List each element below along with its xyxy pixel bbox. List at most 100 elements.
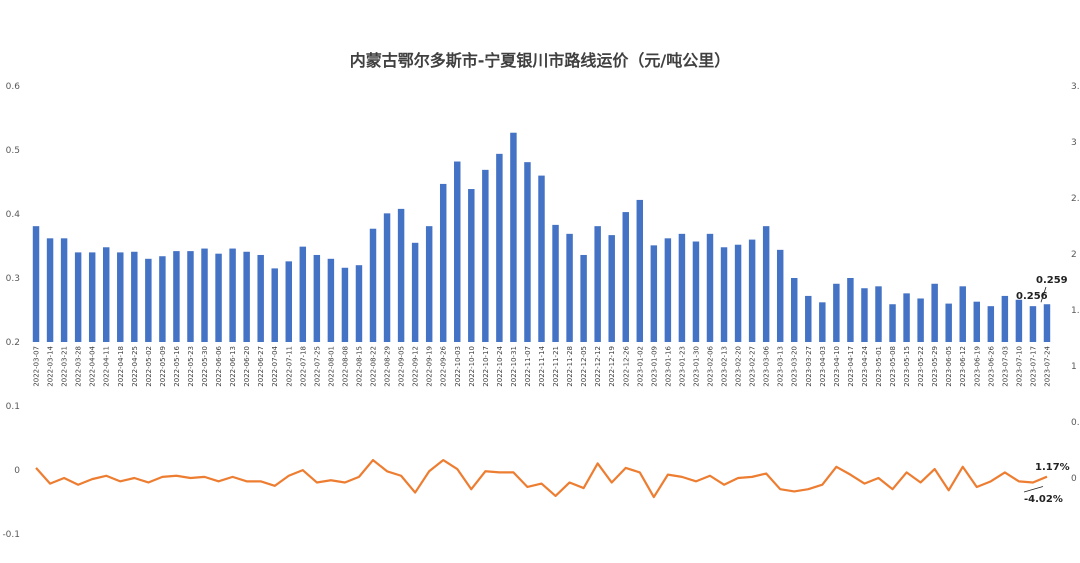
bar bbox=[622, 212, 629, 342]
x-axis-tick-label: 2023-04-03 bbox=[819, 346, 827, 387]
x-axis-tick-label: 2023-07-03 bbox=[1001, 346, 1009, 387]
annotation-leader-line bbox=[1023, 486, 1044, 493]
x-axis-tick-label: 2022-08-29 bbox=[384, 346, 392, 387]
bar bbox=[945, 303, 952, 342]
x-axis-tick-label: 2023-04-10 bbox=[833, 346, 841, 387]
right-axis-tick-label: 2 bbox=[1071, 250, 1077, 260]
x-axis-tick-label: 2022-06-06 bbox=[215, 345, 223, 386]
x-axis-tick-label: 2022-10-24 bbox=[496, 345, 504, 386]
bar bbox=[327, 258, 335, 342]
x-axis-tick-label: 2023-02-06 bbox=[706, 345, 714, 386]
bar bbox=[439, 183, 447, 342]
x-axis-tick-label: 2022-05-16 bbox=[173, 345, 181, 386]
bar bbox=[875, 286, 882, 342]
chart-title: 内蒙古鄂尔多斯市-宁夏银川市路线运价（元/吨公里） bbox=[350, 51, 731, 70]
x-axis-tick-label: 2022-07-04 bbox=[271, 345, 279, 386]
left-axis-tick-label: -0.1 bbox=[2, 530, 20, 540]
bar bbox=[580, 254, 587, 342]
bar bbox=[692, 241, 700, 342]
bar bbox=[88, 252, 96, 342]
bar bbox=[411, 242, 419, 342]
bar bbox=[959, 286, 966, 342]
bar bbox=[720, 247, 728, 342]
bar bbox=[285, 261, 292, 342]
right-axis-tick-label: 1.5 bbox=[1071, 306, 1080, 316]
x-axis-tick-label: 2022-04-18 bbox=[117, 346, 125, 387]
line-series bbox=[35, 458, 1048, 499]
x-axis-tick-label: 2023-01-09 bbox=[650, 346, 658, 387]
left-axis-tick-label: 0.1 bbox=[6, 402, 20, 412]
right-axis-tick-label: 3.5 bbox=[1071, 82, 1080, 92]
bar bbox=[454, 161, 461, 342]
right-axis-tick-label: 1 bbox=[1071, 362, 1077, 372]
x-axis-tick-label: 2023-03-13 bbox=[777, 346, 785, 387]
x-axis-tick-label: 2022-12-12 bbox=[594, 346, 602, 387]
left-axis-tick-label: 0.4 bbox=[6, 210, 21, 220]
x-axis-tick-label: 2023-06-26 bbox=[987, 345, 995, 386]
x-axis-tick-label: 2023-04-17 bbox=[847, 346, 855, 387]
bar bbox=[46, 238, 54, 342]
x-axis-tick-label: 2023-03-06 bbox=[763, 345, 771, 386]
x-axis-tick-label: 2022-09-26 bbox=[440, 345, 448, 386]
x-axis-tick-label: 2022-04-04 bbox=[89, 345, 97, 386]
x-axis-tick-label: 2023-01-23 bbox=[678, 346, 686, 387]
bar bbox=[187, 251, 194, 342]
bar bbox=[889, 304, 896, 342]
left-axis-tick-label: 0.3 bbox=[6, 274, 20, 284]
right-axis-tick-label: 3 bbox=[1071, 138, 1077, 148]
x-axis-tick-label: 2023-07-17 bbox=[1029, 346, 1037, 387]
bar bbox=[1015, 299, 1023, 342]
bar bbox=[496, 153, 503, 342]
bar bbox=[636, 199, 644, 342]
bar bbox=[706, 233, 714, 342]
bar bbox=[117, 252, 124, 342]
x-axis-tick-label: 2023-05-22 bbox=[917, 346, 925, 387]
bar bbox=[271, 268, 278, 342]
bar bbox=[664, 238, 672, 342]
bar bbox=[60, 238, 68, 342]
bar bbox=[159, 256, 166, 342]
x-axis-tick-label: 2023-07-10 bbox=[1015, 346, 1023, 387]
x-axis-tick-label: 2022-03-07 bbox=[33, 346, 41, 387]
last-bar-value-label: 0.259 bbox=[1036, 275, 1068, 286]
x-axis-tick-label: 2022-06-27 bbox=[257, 346, 265, 387]
bar bbox=[987, 306, 995, 342]
right-axis-tick-label: 0 bbox=[1071, 474, 1077, 484]
bar bbox=[201, 248, 208, 342]
x-axis-tick-label: 2022-08-01 bbox=[327, 346, 335, 387]
bar bbox=[1001, 295, 1009, 342]
bar bbox=[397, 208, 405, 342]
line-series-path bbox=[35, 458, 1048, 499]
left-axis-tick-label: 0.6 bbox=[6, 82, 21, 92]
x-axis-tick-label: 2022-05-09 bbox=[159, 346, 167, 387]
x-axis-tick-label: 2022-03-28 bbox=[75, 346, 83, 387]
right-axis-tick-label: 0.5 bbox=[1071, 418, 1080, 428]
x-axis-tick-label: 2023-01-30 bbox=[692, 346, 700, 387]
x-axis-tick-label: 2023-05-08 bbox=[889, 346, 897, 387]
x-axis-tick-label: 2023-05-01 bbox=[875, 346, 883, 387]
x-axis-tick-label: 2022-03-21 bbox=[61, 346, 69, 387]
bar bbox=[229, 248, 236, 342]
x-axis-tick-label: 2022-09-05 bbox=[398, 346, 406, 387]
left-axis-tick-label: 0.5 bbox=[6, 146, 20, 156]
bar bbox=[791, 278, 798, 342]
x-axis-tick-label: 2023-06-05 bbox=[945, 346, 953, 387]
bar bbox=[369, 228, 377, 342]
x-axis-tick-label: 2022-05-23 bbox=[187, 346, 195, 387]
x-axis-tick-label: 2023-03-27 bbox=[805, 346, 813, 387]
x-axis-tick-label: 2022-05-02 bbox=[145, 346, 153, 387]
left-axis-tick-label: 0 bbox=[14, 466, 20, 476]
last-line-value-label: 1.17% bbox=[1035, 462, 1070, 473]
bar bbox=[173, 251, 180, 342]
bar bbox=[973, 301, 980, 342]
bar bbox=[1043, 304, 1051, 342]
bar bbox=[552, 224, 559, 342]
bar bbox=[299, 246, 307, 342]
bar bbox=[425, 226, 433, 342]
right-axis-tick-label: 2.5 bbox=[1071, 194, 1080, 204]
bar bbox=[917, 298, 924, 342]
x-axis-tick-label: 2022-06-20 bbox=[243, 346, 251, 387]
x-axis-tick-label: 2022-08-22 bbox=[370, 346, 378, 387]
x-axis-tick-label: 2022-11-07 bbox=[524, 346, 532, 387]
